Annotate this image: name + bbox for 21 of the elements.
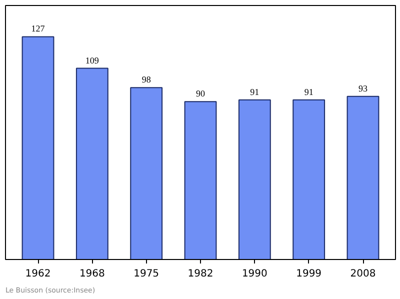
bar: [22, 36, 54, 260]
x-tick-label: 1968: [79, 268, 105, 280]
data-label: 109: [85, 55, 100, 66]
x-tick-label: 1982: [188, 268, 214, 280]
x-tick-label: 1962: [25, 268, 51, 280]
data-label: 90: [196, 88, 206, 99]
x-tick-label: 1999: [296, 268, 322, 280]
bar: [238, 99, 271, 260]
data-label: 91: [250, 86, 260, 97]
bar: [184, 101, 217, 260]
data-label: 98: [142, 74, 152, 85]
data-label: 91: [304, 86, 314, 97]
bar: [76, 68, 108, 260]
bar: [292, 99, 326, 260]
bar: [130, 87, 163, 260]
x-tick-label: 2008: [350, 268, 376, 280]
x-tick-label: 1990: [242, 268, 268, 280]
x-tick-label: 1975: [134, 268, 160, 280]
bar: [346, 96, 380, 260]
data-label: 127: [31, 24, 46, 34]
data-label: 93: [358, 83, 368, 94]
